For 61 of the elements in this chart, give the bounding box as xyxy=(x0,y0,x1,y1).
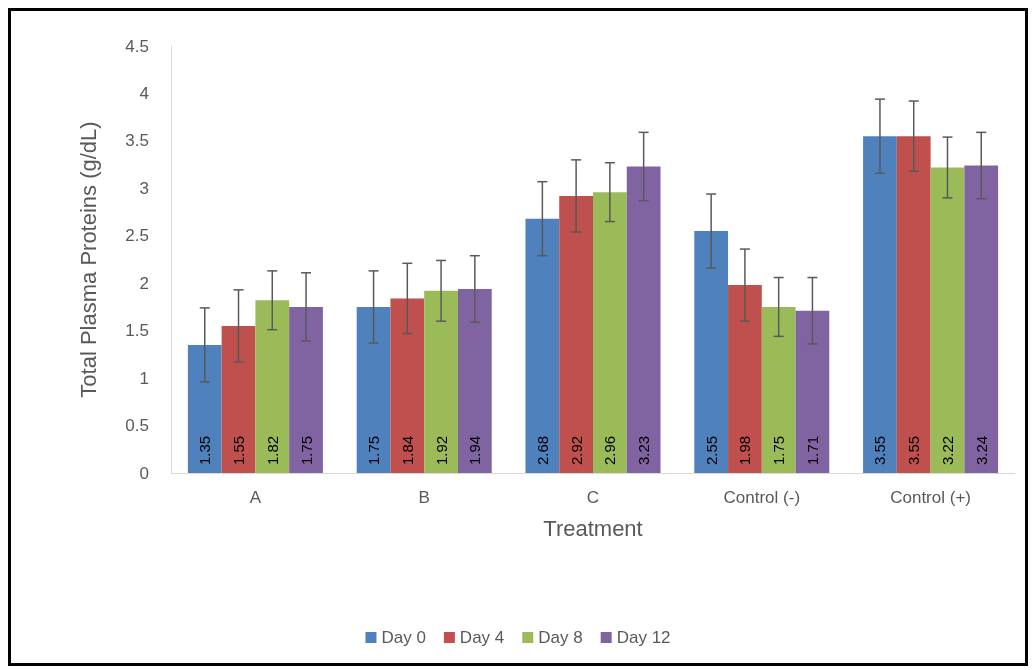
bar xyxy=(795,310,830,473)
x-tick-label: Control (+) xyxy=(890,488,971,507)
bar xyxy=(255,300,290,473)
y-tick-label: 3 xyxy=(139,178,149,198)
bar xyxy=(761,306,796,473)
y-tick-label: 4.5 xyxy=(125,36,149,56)
bar xyxy=(221,325,256,473)
data-label: 1.84 xyxy=(398,435,416,465)
bar xyxy=(187,344,222,473)
data-label: 1.35 xyxy=(196,435,214,465)
data-label: 2.92 xyxy=(567,435,585,465)
y-tick-label: 2.5 xyxy=(125,226,149,246)
data-label: 1.55 xyxy=(230,435,248,465)
bar xyxy=(593,192,627,473)
data-label: 3.23 xyxy=(635,435,653,465)
data-label: 3.24 xyxy=(972,435,990,465)
bar xyxy=(390,298,425,473)
bar xyxy=(694,231,729,473)
y-tick-label: 3.5 xyxy=(125,131,149,151)
data-label: 1.92 xyxy=(432,435,450,465)
bar xyxy=(559,195,593,473)
data-label: 3.55 xyxy=(871,435,889,465)
bar xyxy=(356,306,391,473)
bar xyxy=(525,218,560,473)
legend-label: Day 0 xyxy=(381,628,426,647)
y-tick-label: 1 xyxy=(139,368,149,388)
x-tick-label: Control (-) xyxy=(723,488,801,507)
legend-label: Day 4 xyxy=(459,628,505,647)
data-label: 2.68 xyxy=(533,435,551,465)
x-tick-label: C xyxy=(586,488,600,507)
data-label: 1.71 xyxy=(803,435,821,465)
y-axis-title: Total Plasma Proteins (g/dL) xyxy=(75,121,101,398)
y-tick-label: 4 xyxy=(139,83,149,103)
bar xyxy=(863,136,897,473)
x-tick-label: A xyxy=(249,488,262,507)
data-label: 2.55 xyxy=(702,435,720,465)
legend-label: Day 8 xyxy=(538,628,583,647)
bar xyxy=(626,166,661,473)
data-label: 3.55 xyxy=(905,435,923,465)
bar xyxy=(896,136,931,473)
bar xyxy=(728,285,762,473)
y-tick-label: 1.5 xyxy=(125,321,149,341)
bar xyxy=(289,306,323,473)
bar xyxy=(930,167,965,473)
y-tick-label: 0 xyxy=(139,463,149,483)
data-label: 1.98 xyxy=(736,435,754,465)
x-axis-title: Treatment xyxy=(543,515,643,541)
y-tick-label: 0.5 xyxy=(125,416,149,436)
x-tick-label: B xyxy=(418,488,430,507)
y-tick-label: 2 xyxy=(139,273,149,293)
data-label: 3.22 xyxy=(938,435,956,465)
data-label: 1.75 xyxy=(770,435,788,465)
bar xyxy=(424,290,458,473)
bar xyxy=(964,165,999,473)
data-label: 1.94 xyxy=(466,435,484,465)
data-label: 1.75 xyxy=(365,435,383,465)
bar xyxy=(457,288,492,473)
legend-label: Day 12 xyxy=(616,628,671,647)
data-label: 1.75 xyxy=(297,435,315,465)
data-label: 2.96 xyxy=(601,435,619,465)
data-label: 1.82 xyxy=(263,435,281,465)
